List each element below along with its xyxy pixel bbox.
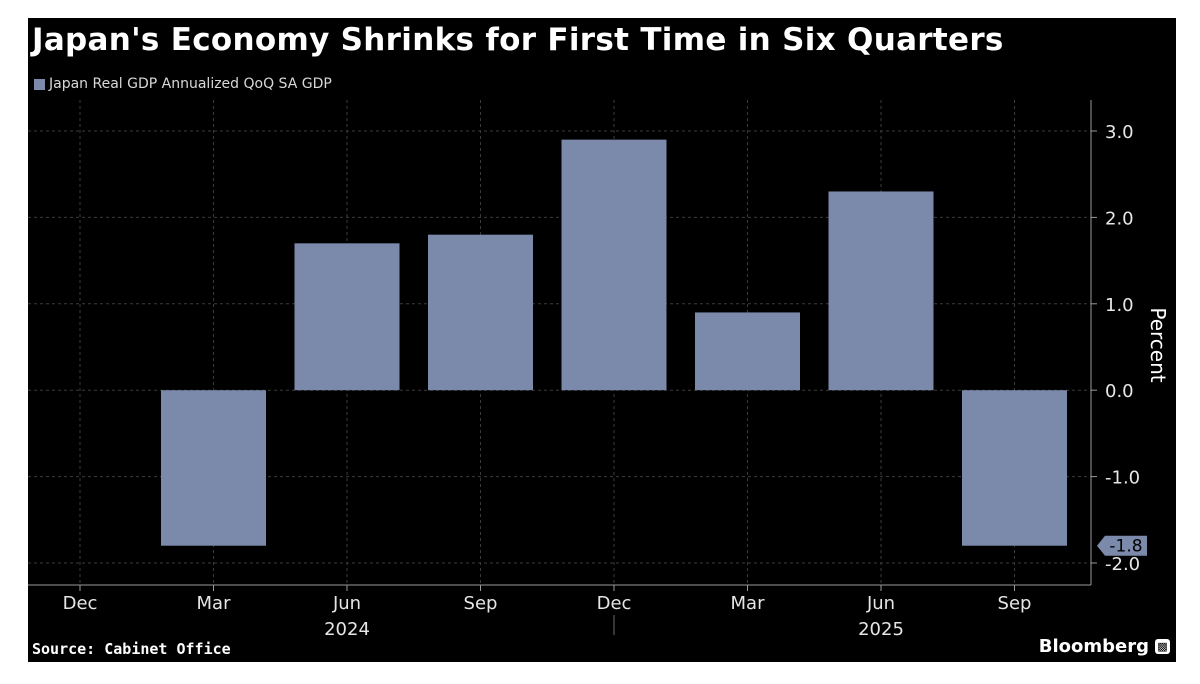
last-value-marker: -1.8	[1097, 535, 1147, 557]
y-axis: 3.0 2.0 1.0 0.0 -1.0 -2.0	[1091, 122, 1140, 575]
bar-chart: 3.0 2.0 1.0 0.0 -1.0 -2.0 Dec Mar Jun Sep Dec Mar J…	[28, 100, 1170, 640]
x-tick-label: Dec	[597, 593, 632, 614]
legend: Japan Real GDP Annualized QoQ SA GDP	[34, 76, 332, 92]
chart-panel: 3.0 2.0 1.0 0.0 -1.0 -2.0 Dec Mar Jun Sep Dec Mar J…	[28, 18, 1176, 662]
bar	[962, 390, 1067, 546]
bloomberg-terminal-icon: ▩	[1155, 639, 1170, 654]
x-tick-label: Jun	[332, 593, 361, 614]
x-tick-label: Mar	[731, 593, 766, 614]
bar	[428, 234, 533, 391]
y-axis-label: Percent	[1146, 307, 1170, 382]
y-tick-label: 3.0	[1105, 122, 1134, 143]
x-tick-label: Sep	[998, 593, 1032, 614]
bar	[695, 312, 800, 391]
bar	[828, 191, 934, 391]
bars	[161, 139, 1067, 546]
legend-swatch	[34, 78, 45, 90]
y-tick-label: 2.0	[1105, 208, 1134, 229]
bar	[161, 390, 266, 546]
y-tick-label: -2.0	[1105, 554, 1140, 575]
x-year-label: 2024	[324, 619, 370, 640]
bar	[561, 139, 667, 391]
x-tick-label: Mar	[197, 593, 232, 614]
last-value-text: -1.8	[1109, 537, 1142, 557]
last-value-flag	[1097, 535, 1147, 556]
chart-title: Japan's Economy Shrinks for First Time i…	[32, 22, 1004, 58]
x-tick-label: Dec	[63, 593, 98, 614]
source-note: Source: Cabinet Office	[32, 640, 231, 658]
y-tick-label: 0.0	[1105, 381, 1134, 402]
legend-label: Japan Real GDP Annualized QoQ SA GDP	[49, 76, 332, 92]
x-tick-label: Jun	[866, 593, 895, 614]
x-year-label: 2025	[858, 619, 904, 640]
y-tick-label: 1.0	[1105, 295, 1134, 316]
brand-name: Bloomberg	[1038, 636, 1149, 657]
brand-logo: Bloomberg ▩	[1039, 636, 1170, 657]
bar	[294, 243, 400, 391]
y-tick-label: -1.0	[1105, 468, 1140, 489]
x-axis: Dec Mar Jun Sep Dec Mar Jun Sep 2024 2025	[63, 585, 1032, 640]
x-tick-label: Sep	[464, 593, 498, 614]
